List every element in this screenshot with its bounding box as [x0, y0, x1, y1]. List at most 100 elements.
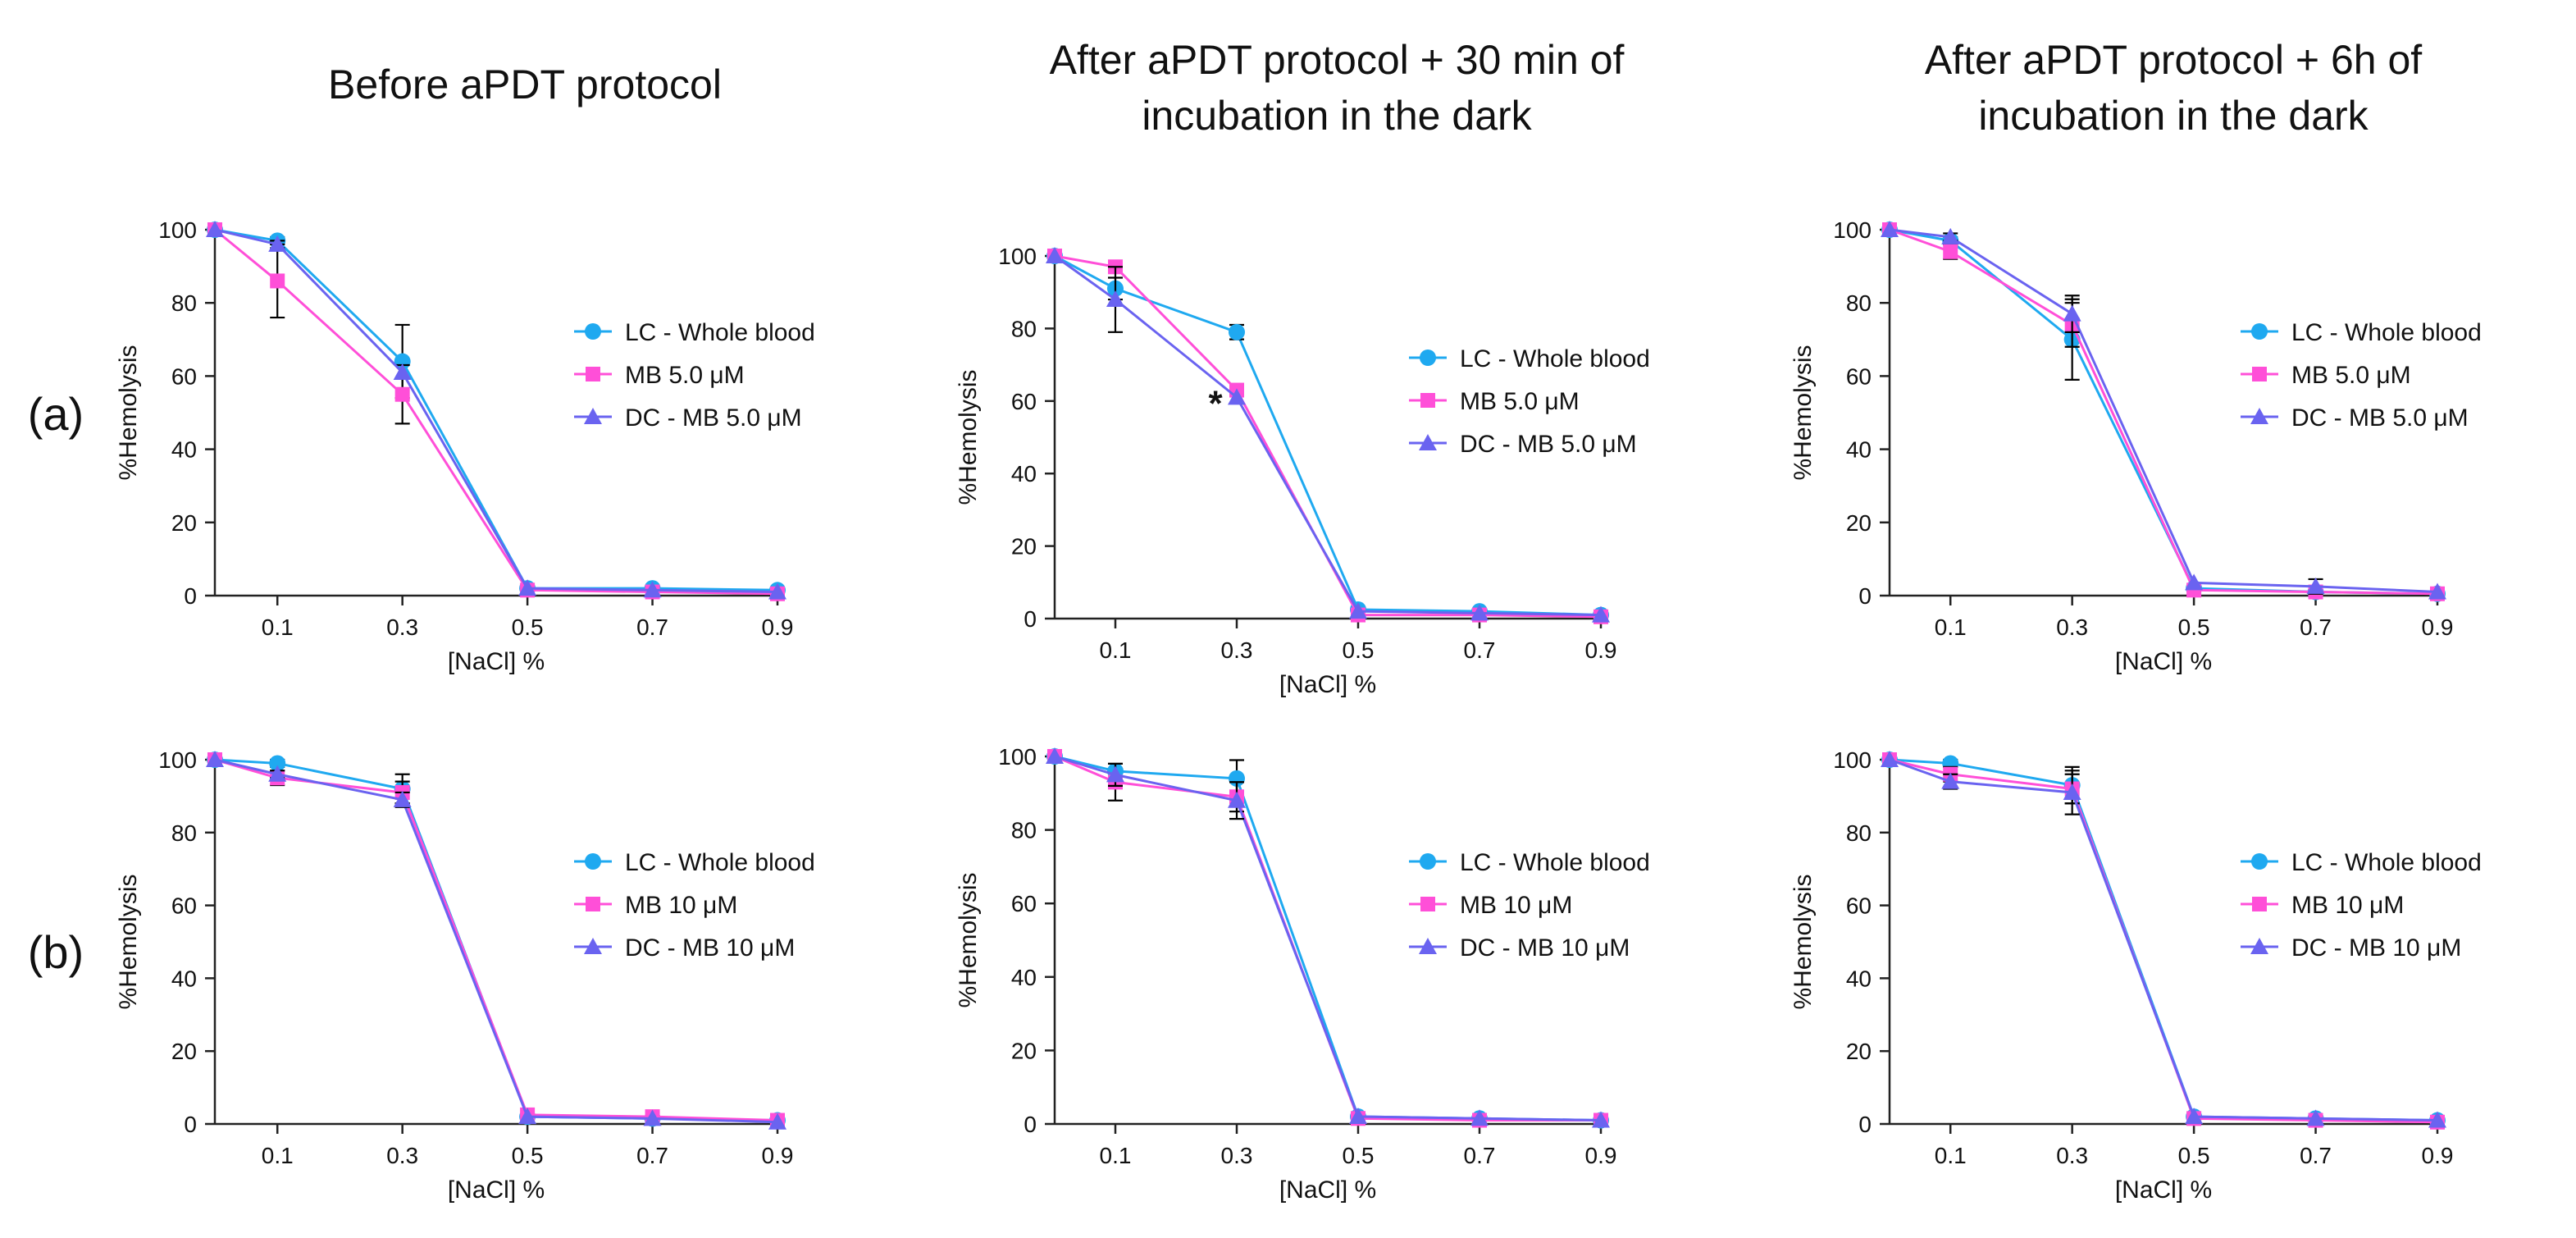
x-axis-label: [NaCl] % — [2115, 1176, 2212, 1204]
legend-label: MB 10 μM — [2291, 892, 2404, 919]
legend: LC - Whole blood MB 5.0 μM DC - MB 5.0 μM — [2241, 319, 2482, 432]
x-tick-label: 0.1 — [262, 614, 294, 640]
data-point — [518, 579, 537, 596]
legend: LC - Whole blood MB 10 μM DC - MB 10 μM — [2241, 849, 2482, 962]
x-tick-label: 0.5 — [2178, 1143, 2210, 1168]
x-tick-label: 0.1 — [1935, 614, 1967, 640]
y-tick-label: 100 — [158, 217, 197, 243]
column-title: After aPDT protocol + 30 min of — [1050, 37, 1625, 83]
legend-label: MB 10 μM — [625, 892, 737, 919]
y-tick-label: 0 — [1858, 583, 1872, 609]
y-tick-label: 100 — [158, 747, 197, 773]
significance-asterisk: * — [1208, 383, 1223, 423]
chart-panel: 0 20 40 60 80 100 0.1 0.3 0.5 0.7 0.9 [NaCl] % %Hemo… — [115, 747, 815, 1204]
data-point — [2306, 577, 2325, 594]
x-tick-label: 0.7 — [1464, 1143, 1496, 1168]
x-tick-label: 0.1 — [262, 1143, 294, 1168]
series-line — [1054, 254, 1602, 617]
chart-panel: 0 20 40 60 80 100 0.1 0.3 0.5 0.7 0.9 [NaCl] % %Hemo… — [115, 217, 815, 675]
data-point — [1470, 1109, 1489, 1126]
x-tick-label: 0.5 — [1343, 1143, 1375, 1168]
legend-marker — [2252, 897, 2267, 911]
series-line — [1889, 228, 2438, 594]
x-tick-label: 0.7 — [636, 1143, 668, 1168]
data-point — [643, 1109, 662, 1126]
y-tick-label: 80 — [171, 820, 197, 846]
y-tick-label: 80 — [1011, 818, 1037, 843]
legend-marker — [2250, 938, 2268, 954]
legend-marker — [1419, 938, 1437, 954]
data-point — [1106, 290, 1124, 308]
x-tick-label: 0.3 — [386, 1143, 418, 1168]
data-point — [1229, 323, 1245, 340]
legend-marker — [1420, 897, 1435, 911]
data-point — [768, 1112, 786, 1130]
row-label: (b) — [28, 926, 84, 978]
y-tick-label: 0 — [184, 1112, 197, 1137]
row-labels: (a) (b) — [28, 388, 84, 978]
legend: LC - Whole blood MB 5.0 μM DC - MB 5.0 μM — [574, 319, 815, 432]
legend-label: DC - MB 5.0 μM — [2291, 404, 2469, 432]
legend: LC - Whole blood MB 10 μM DC - MB 10 μM — [574, 849, 815, 962]
x-tick-label: 0.3 — [1221, 637, 1253, 663]
legend-label: DC - MB 10 μM — [625, 934, 795, 962]
y-tick-label: 60 — [1011, 389, 1037, 414]
y-tick-label: 20 — [171, 1039, 197, 1064]
y-tick-label: 60 — [171, 363, 197, 389]
column-title: incubation in the dark — [1142, 93, 1532, 139]
legend-label: DC - MB 5.0 μM — [625, 404, 802, 432]
chart-panels: 0 20 40 60 80 100 0.1 0.3 0.5 0.7 0.9 [NaCl] % %Hemo… — [115, 217, 2482, 1204]
series-line — [214, 228, 778, 596]
y-tick-label: 0 — [184, 583, 197, 609]
x-tick-label: 0.1 — [1935, 1143, 1967, 1168]
data-point — [2185, 573, 2204, 591]
x-tick-label: 0.3 — [2056, 614, 2088, 640]
chart-panel: 0 20 40 60 80 100 0.1 0.3 0.5 0.7 0.9 [NaCl] % %Hemo… — [1790, 747, 2482, 1204]
legend-label: LC - Whole blood — [1460, 849, 1650, 876]
x-tick-label: 0.3 — [386, 614, 418, 640]
data-point — [1046, 747, 1064, 764]
y-tick-label: 20 — [1011, 1038, 1037, 1063]
y-tick-label: 40 — [171, 437, 197, 463]
x-tick-label: 0.9 — [2422, 1143, 2454, 1168]
data-point — [1881, 751, 1899, 767]
y-tick-label: 0 — [1024, 606, 1037, 632]
x-tick-label: 0.9 — [1585, 1143, 1617, 1168]
legend-marker — [585, 323, 601, 340]
x-tick-label: 0.9 — [2422, 614, 2454, 640]
data-point — [1470, 604, 1489, 621]
data-point — [2185, 1108, 2204, 1125]
y-tick-label: 20 — [1846, 1039, 1872, 1064]
y-tick-label: 100 — [998, 744, 1037, 770]
legend-label: LC - Whole blood — [1460, 345, 1650, 372]
legend: LC - Whole blood MB 10 μM DC - MB 10 μM — [1409, 849, 1650, 962]
column-title: Before aPDT protocol — [328, 62, 722, 107]
legend-label: DC - MB 10 μM — [1460, 934, 1630, 962]
y-tick-label: 40 — [1011, 965, 1037, 990]
data-point — [1592, 1111, 1610, 1128]
y-axis-label: %Hemolysis — [1790, 874, 1817, 1009]
legend-label: MB 10 μM — [1460, 892, 1572, 919]
data-point — [270, 273, 285, 289]
y-tick-label: 20 — [1846, 510, 1872, 536]
data-point — [268, 765, 287, 782]
data-point — [206, 751, 224, 767]
legend-marker — [2250, 408, 2268, 424]
x-tick-label: 0.5 — [512, 614, 544, 640]
legend-label: LC - Whole blood — [2291, 849, 2482, 876]
y-tick-label: 60 — [171, 893, 197, 919]
chart-panel: 0 20 40 60 80 100 0.1 0.3 0.5 0.7 0.9 [NaCl] % %Hemo… — [955, 244, 1650, 698]
x-axis-label: [NaCl] % — [1279, 671, 1376, 698]
x-axis-label: [NaCl] % — [2115, 648, 2212, 675]
y-tick-label: 60 — [1011, 891, 1037, 916]
data-point — [1592, 605, 1610, 623]
data-point — [2428, 582, 2446, 600]
legend-label: MB 5.0 μM — [1460, 388, 1580, 415]
data-point — [2306, 1109, 2325, 1126]
legend-label: DC - MB 10 μM — [2291, 934, 2461, 962]
x-tick-label: 0.5 — [1343, 637, 1375, 663]
legend-label: MB 5.0 μM — [2291, 362, 2411, 389]
y-axis-label: %Hemolysis — [115, 874, 142, 1009]
x-tick-label: 0.1 — [1100, 1143, 1132, 1168]
